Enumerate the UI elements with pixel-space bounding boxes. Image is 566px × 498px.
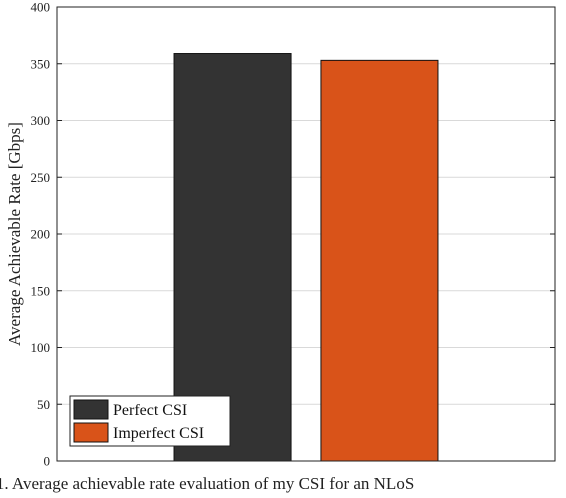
bar-imperfect-csi bbox=[320, 59, 439, 462]
gridlines bbox=[57, 63, 555, 405]
legend-label-imperfect-csi: Imperfect CSI bbox=[113, 425, 204, 442]
figure-caption: 11. Average achievable rate evaluation o… bbox=[0, 474, 415, 493]
y-tick-label: 400 bbox=[31, 0, 51, 15]
y-tick-label: 100 bbox=[31, 340, 51, 355]
legend: Perfect CSI Imperfect CSI bbox=[69, 395, 231, 447]
legend-swatch-perfect-csi bbox=[73, 399, 109, 420]
y-tick-label: 300 bbox=[31, 113, 51, 128]
y-axis-label: Average Achievable Rate [Gbps] bbox=[5, 122, 24, 346]
legend-label-perfect-csi: Perfect CSI bbox=[113, 402, 187, 419]
y-tick-label: 0 bbox=[44, 454, 51, 469]
y-tick-label: 200 bbox=[31, 227, 51, 242]
legend-swatch-imperfect-csi bbox=[73, 422, 109, 443]
y-tick-label: 350 bbox=[31, 56, 51, 71]
y-tick-label: 250 bbox=[31, 170, 51, 185]
bars bbox=[173, 53, 439, 462]
y-tick-label: 50 bbox=[37, 397, 50, 412]
y-tick-label: 150 bbox=[31, 283, 51, 298]
y-axis: 0 50 100 150 200 250 300 350 400 bbox=[31, 0, 555, 469]
